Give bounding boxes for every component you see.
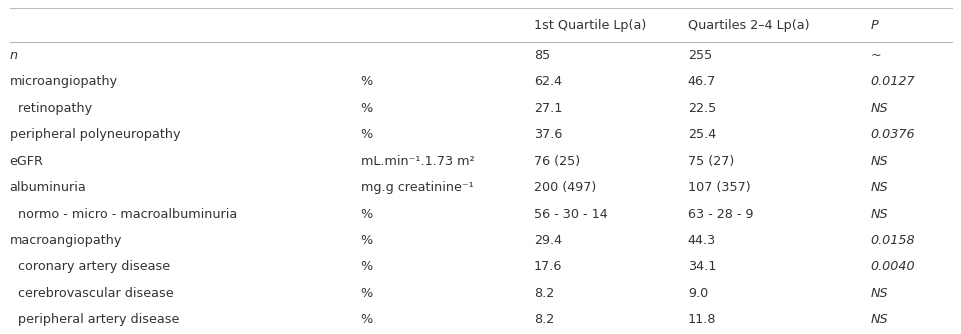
Text: %: % [360,234,373,247]
Text: 37.6: 37.6 [533,128,561,141]
Text: 107 (357): 107 (357) [687,181,750,194]
Text: 1st Quartile Lp(a): 1st Quartile Lp(a) [533,19,646,31]
Text: 22.5: 22.5 [687,102,715,115]
Text: 75 (27): 75 (27) [687,155,733,168]
Text: 44.3: 44.3 [687,234,715,247]
Text: P: P [870,19,877,31]
Text: 56 - 30 - 14: 56 - 30 - 14 [533,207,607,220]
Text: 46.7: 46.7 [687,75,715,88]
Text: Quartiles 2–4 Lp(a): Quartiles 2–4 Lp(a) [687,19,808,31]
Text: %: % [360,314,373,326]
Text: n: n [10,49,17,61]
Text: peripheral polyneuropathy: peripheral polyneuropathy [10,128,180,141]
Text: 8.2: 8.2 [533,287,554,300]
Text: %: % [360,207,373,220]
Text: albuminuria: albuminuria [10,181,86,194]
Text: 29.4: 29.4 [533,234,561,247]
Text: NS: NS [870,207,887,220]
Text: 9.0: 9.0 [687,287,707,300]
Text: 255: 255 [687,49,711,61]
Text: %: % [360,128,373,141]
Text: %: % [360,287,373,300]
Text: 0.0376: 0.0376 [870,128,914,141]
Text: eGFR: eGFR [10,155,43,168]
Text: %: % [360,75,373,88]
Text: normo - micro - macroalbuminuria: normo - micro - macroalbuminuria [10,207,236,220]
Text: 0.0040: 0.0040 [870,261,914,274]
Text: NS: NS [870,314,887,326]
Text: 63 - 28 - 9: 63 - 28 - 9 [687,207,752,220]
Text: macroangiopathy: macroangiopathy [10,234,122,247]
Text: peripheral artery disease: peripheral artery disease [10,314,179,326]
Text: 34.1: 34.1 [687,261,715,274]
Text: 11.8: 11.8 [687,314,716,326]
Text: 0.0127: 0.0127 [870,75,914,88]
Text: cerebrovascular disease: cerebrovascular disease [10,287,173,300]
Text: 0.0158: 0.0158 [870,234,914,247]
Text: ~: ~ [870,49,880,61]
Text: NS: NS [870,102,887,115]
Text: 62.4: 62.4 [533,75,561,88]
Text: 85: 85 [533,49,550,61]
Text: mL.min⁻¹.1.73 m²: mL.min⁻¹.1.73 m² [360,155,474,168]
Text: NS: NS [870,155,887,168]
Text: coronary artery disease: coronary artery disease [10,261,169,274]
Text: 8.2: 8.2 [533,314,554,326]
Text: microangiopathy: microangiopathy [10,75,117,88]
Text: NS: NS [870,287,887,300]
Text: 17.6: 17.6 [533,261,561,274]
Text: NS: NS [870,181,887,194]
Text: mg.g creatinine⁻¹: mg.g creatinine⁻¹ [360,181,473,194]
Text: 200 (497): 200 (497) [533,181,596,194]
Text: %: % [360,102,373,115]
Text: retinopathy: retinopathy [10,102,91,115]
Text: %: % [360,261,373,274]
Text: 25.4: 25.4 [687,128,715,141]
Text: 27.1: 27.1 [533,102,561,115]
Text: 76 (25): 76 (25) [533,155,579,168]
